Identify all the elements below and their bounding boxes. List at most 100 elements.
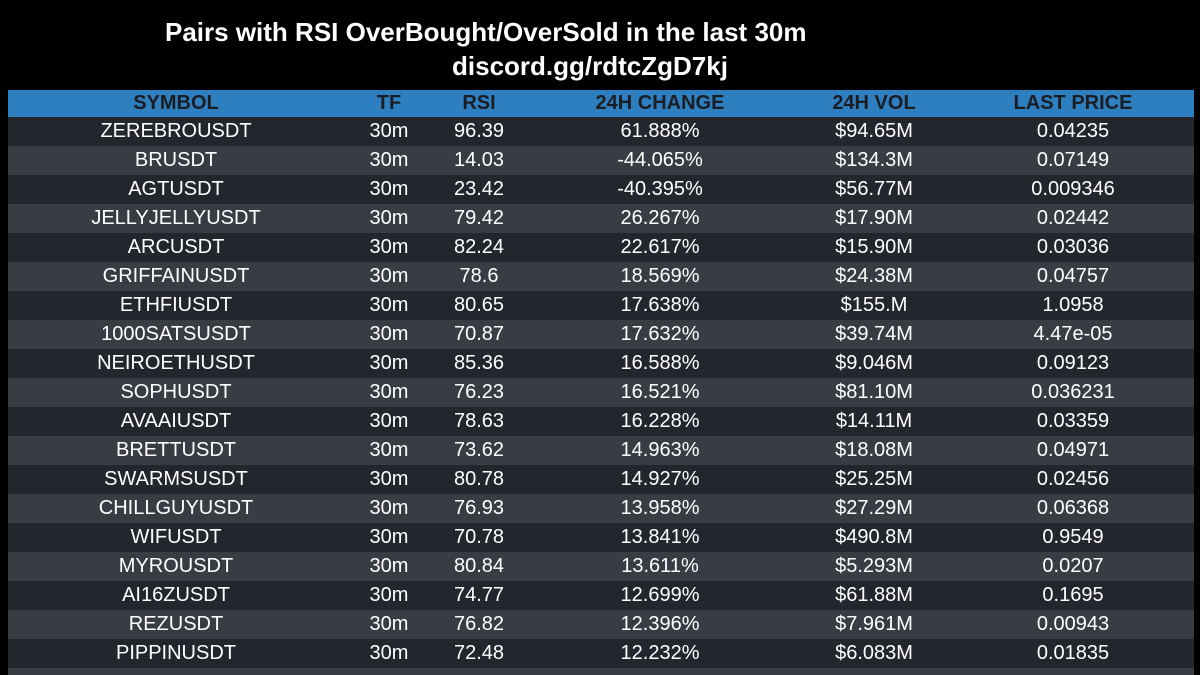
cell-symbol: NEIROETHUSDT <box>97 352 255 374</box>
cell-timeframe: 30m <box>369 381 409 403</box>
table-row: NEIROETHUSDT 30m 85.36 16.588% $9.046M 0.0912… <box>8 349 1194 378</box>
cell-timeframe: 30m <box>369 613 409 635</box>
table-row: AI16ZUSDT 30m 74.77 12.699% $61.88M 0.1695 <box>8 581 1194 610</box>
cell-24h-vol: $56.77M <box>835 178 913 200</box>
cell-24h-vol: $490.8M <box>835 526 913 548</box>
cell-timeframe: 30m <box>369 352 409 374</box>
cell-rsi: 82.24 <box>453 236 505 258</box>
column-header-tf: TF <box>376 92 402 114</box>
table-row: 1000SATSUSDT 30m 70.87 17.632% $39.74M 4.47e-… <box>8 320 1194 349</box>
cell-rsi: 80.78 <box>453 468 505 490</box>
cell-rsi: 78.6 <box>459 265 499 287</box>
cell-timeframe: 30m <box>369 178 409 200</box>
cell-24h-vol: $24.38M <box>835 265 913 287</box>
cell-symbol: ETHFIUSDT <box>119 294 233 316</box>
cell-last-price: 0.06368 <box>1036 497 1110 519</box>
table-row: GRIFFAINUSDT 30m 78.6 18.569% $24.38M 0.04757 <box>8 262 1194 291</box>
cell-symbol: 1000SATSUSDT <box>101 323 251 345</box>
cell-24h-change: 16.521% <box>620 381 700 403</box>
cell-rsi: 79.42 <box>453 207 505 229</box>
cell-rsi: 70.87 <box>453 323 505 345</box>
cell-symbol: CHILLGUYUSDT <box>98 497 254 519</box>
table-row: SWARMSUSDT 30m 80.78 14.927% $25.25M 0.02456 <box>8 465 1194 494</box>
cell-last-price: 0.0207 <box>1042 555 1104 577</box>
cell-timeframe: 30m <box>369 294 409 316</box>
discord-link: discord.gg/rdtcZgD7kj <box>452 51 728 81</box>
cell-last-price: 0.02442 <box>1036 207 1110 229</box>
cell-24h-change: 16.588% <box>620 352 700 374</box>
table-row: BRUSDT 30m 14.03 -44.065% $134.3M 0.07149 <box>8 146 1194 175</box>
cell-last-price: 0.04971 <box>1036 439 1110 461</box>
cell-24h-change: 12.396% <box>620 613 700 635</box>
cell-24h-vol: $39.74M <box>835 323 913 345</box>
cell-rsi: 80.65 <box>453 294 505 316</box>
table-row: PIPPINUSDT 30m 72.48 12.232% $6.083M 0.01835 <box>8 639 1194 668</box>
cell-rsi: 73.62 <box>453 439 505 461</box>
cell-rsi: 74.77 <box>453 584 505 606</box>
column-header-symbol: SYMBOL <box>133 92 219 114</box>
cell-last-price: 0.02456 <box>1036 468 1110 490</box>
cell-rsi: 14.03 <box>453 149 505 171</box>
cell-24h-change: 22.617% <box>620 236 700 258</box>
cell-timeframe: 30m <box>369 323 409 345</box>
header-row: SYMBOL TF RSI 24H CHANGE 24H VOL LAST PR… <box>8 90 1194 117</box>
cell-timeframe: 30m <box>369 526 409 548</box>
column-header-last-price: LAST PRICE <box>1013 92 1133 114</box>
cell-24h-change: -40.395% <box>617 178 703 200</box>
table-row: REZUSDT 30m 76.82 12.396% $7.961M 0.00943 <box>8 610 1194 639</box>
cell-last-price: 0.07149 <box>1036 149 1110 171</box>
cell-24h-change: 16.228% <box>620 410 700 432</box>
cell-symbol: SOPHUSDT <box>120 381 232 403</box>
cell-symbol: AI16ZUSDT <box>122 584 230 606</box>
cell-symbol: PIPPINUSDT <box>115 642 237 664</box>
cell-symbol: BRETTUSDT <box>116 439 236 461</box>
cell-24h-change: 12.232% <box>620 642 700 664</box>
cell-rsi: 72.48 <box>453 642 505 664</box>
table-row: ETHFIUSDT 30m 80.65 17.638% $155.M 1.0958 <box>8 291 1194 320</box>
cell-symbol: BRUSDT <box>134 149 218 171</box>
column-header-24h-vol: 24H VOL <box>832 92 916 114</box>
cell-24h-change: 17.638% <box>620 294 700 316</box>
cell-symbol: AVAAIUSDT <box>120 410 232 432</box>
cell-rsi: 76.93 <box>453 497 505 519</box>
cell-symbol: MYROUSDT <box>118 555 234 577</box>
cell-24h-change: 26.267% <box>620 207 700 229</box>
cell-timeframe: 30m <box>369 149 409 171</box>
cell-rsi: 78.63 <box>453 410 505 432</box>
cell-24h-vol: $14.11M <box>835 410 913 432</box>
cell-timeframe: 30m <box>369 468 409 490</box>
cell-rsi: 80.84 <box>453 555 505 577</box>
table-row: ARCUSDT 30m 82.24 22.617% $15.90M 0.03036 <box>8 233 1194 262</box>
cell-rsi: 70.78 <box>453 526 505 548</box>
cell-rsi: 96.39 <box>453 120 505 142</box>
table-row: AVAAIUSDT 30m 78.63 16.228% $14.11M 0.03359 <box>8 407 1194 436</box>
cell-rsi: 85.36 <box>453 352 505 374</box>
cell-timeframe: 30m <box>369 555 409 577</box>
column-header-rsi: RSI <box>462 92 496 114</box>
cell-24h-change: 61.888% <box>620 120 700 142</box>
cell-24h-vol: $9.046M <box>835 352 913 374</box>
table-row: WIFUSDT 30m 70.78 13.841% $490.8M 0.9549 <box>8 523 1194 552</box>
table-header: SYMBOL TF RSI 24H CHANGE 24H VOL LAST PR… <box>8 90 1194 117</box>
cell-symbol: ARCUSDT <box>127 236 225 258</box>
cell-24h-vol: $27.29M <box>835 497 913 519</box>
table-row: ZEREBROUSDT 30m 96.39 61.888% $94.65M 0.04235 <box>8 117 1194 146</box>
cell-timeframe: 30m <box>369 497 409 519</box>
cell-last-price: 0.09123 <box>1036 352 1110 374</box>
cell-24h-vol: $134.3M <box>835 149 913 171</box>
cell-symbol: ZEREBROUSDT <box>100 120 252 142</box>
table-row: SOPHUSDT 30m 76.23 16.521% $81.10M 0.036231 <box>8 378 1194 407</box>
cell-last-price: 4.47e-05 <box>1033 323 1113 345</box>
cell-last-price: 0.00943 <box>1036 613 1110 635</box>
cell-24h-change: 13.611% <box>621 555 699 577</box>
cell-24h-vol: $81.10M <box>835 381 913 403</box>
cell-rsi: 76.23 <box>453 381 505 403</box>
cell-last-price: 0.009346 <box>1031 178 1115 200</box>
cell-last-price: 0.03036 <box>1036 236 1110 258</box>
cell-symbol: GRIFFAINUSDT <box>102 265 250 287</box>
cell-last-price: 0.01835 <box>1036 642 1110 664</box>
cell-24h-vol: $5.293M <box>835 555 913 577</box>
table-row: MYROUSDT 30m 80.84 13.611% $5.293M 0.0207 <box>8 552 1194 581</box>
cell-timeframe: 30m <box>369 265 409 287</box>
cell-rsi: 76.82 <box>453 613 505 635</box>
